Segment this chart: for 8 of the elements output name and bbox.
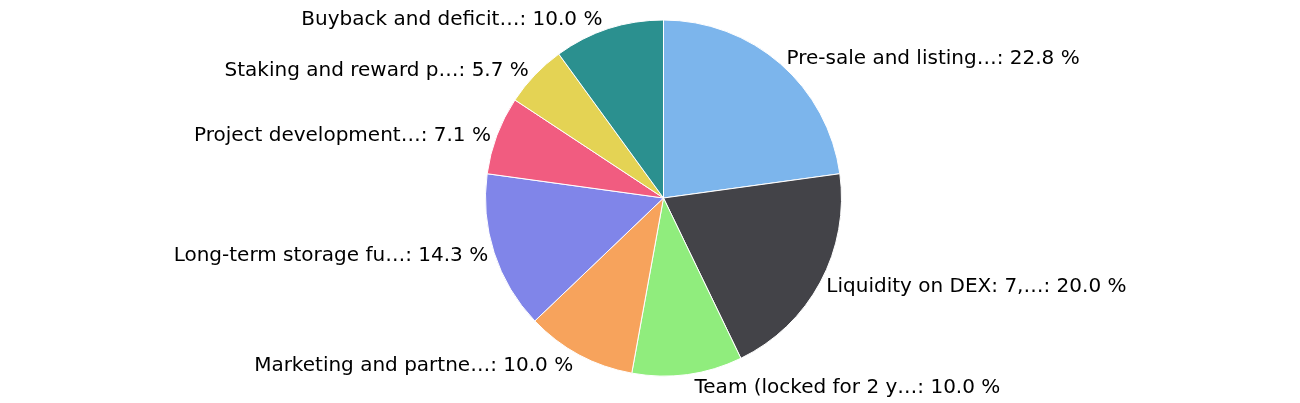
- slice-label: Team (locked for 2 y…: 10.0 %: [693, 374, 1001, 399]
- slice-label: Marketing and partne…: 10.0 %: [254, 352, 574, 377]
- slice-label: Staking and reward p…: 5.7 %: [224, 57, 529, 82]
- slice-label: Pre-sale and listing…: 22.8 %: [786, 45, 1080, 70]
- slice-label: Liquidity on DEX: 7,…: 20.0 %: [826, 272, 1127, 297]
- slice-label: Project development…: 7.1 %: [193, 121, 491, 146]
- slice-label: Buyback and deficit…: 10.0 %: [301, 5, 603, 30]
- slice-label: Long-term storage fu…: 14.3 %: [173, 241, 489, 266]
